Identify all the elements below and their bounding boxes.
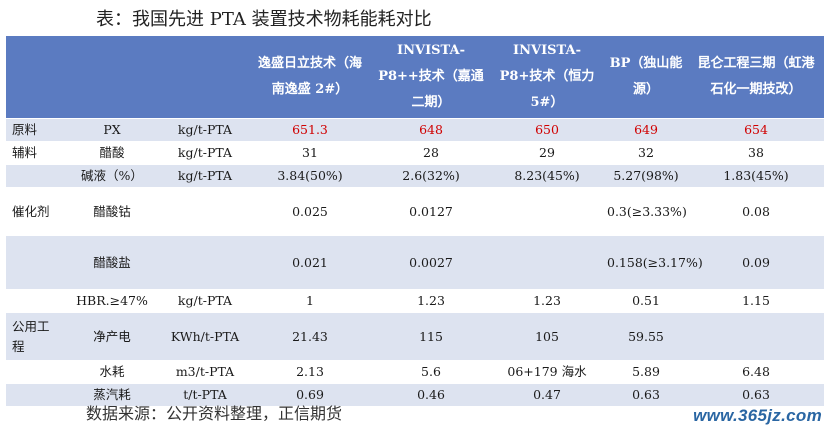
value-cell: 0.63 [688, 383, 824, 407]
table-row: 醋酸盐 0.021 0.0027 0.158(≥3.17%) 0.09 [6, 235, 824, 290]
unit-cell: kg/t-PTA [162, 141, 248, 165]
value-cell: 5.27(98%) [604, 164, 688, 188]
value-cell: 0.158(≥3.17%) [604, 235, 703, 290]
value-cell [688, 312, 824, 361]
value-cell: 0.63 [604, 383, 688, 407]
value-cell: 0.69 [248, 383, 372, 407]
value-cell: 0.0127 [372, 187, 490, 236]
item-cell: 水耗 [62, 360, 162, 384]
category-cell [6, 164, 62, 188]
value-cell: 1.83(45%) [688, 164, 824, 188]
header-cell: BP（独山能源） [604, 36, 688, 119]
value-cell: 59.55 [604, 312, 688, 361]
category-cell: 催化剂 [6, 187, 62, 236]
value-cell: 0.09 [688, 235, 824, 290]
watermark[interactable]: www.365jz.com [693, 406, 822, 425]
comparison-table: 逸盛日立技术（海南逸盛 2#） INVISTA-P8++技术（嘉通二期） INV… [6, 36, 824, 407]
value-cell: 0.025 [248, 187, 372, 236]
item-cell: PX [62, 118, 162, 142]
category-cell [6, 360, 62, 384]
value-cell: 0.47 [490, 383, 604, 407]
value-cell: 651.3 [248, 118, 372, 142]
table-row: 碱液（%） kg/t-PTA 3.84(50%) 2.6(32%) 8.23(4… [6, 164, 824, 188]
value-cell: 648 [372, 118, 490, 142]
header-cell: INVISTA-P8+技术（恒力 5#） [490, 36, 604, 119]
value-cell: 29 [490, 141, 604, 165]
source-note: 数据来源：公开资料整理，正信期货 [86, 404, 343, 423]
value-cell: 1 [248, 289, 372, 313]
value-cell: 0.0027 [372, 235, 490, 290]
category-cell: 原料 [6, 118, 62, 142]
table-row: 蒸汽耗 t/t-PTA 0.69 0.46 0.47 0.63 0.63 [6, 383, 824, 407]
value-cell: 6.48 [688, 360, 824, 384]
value-cell: 0.08 [688, 187, 824, 236]
category-cell [6, 235, 62, 290]
unit-cell: KWh/t-PTA [162, 312, 248, 361]
value-cell: 0.3(≥3.33%) [604, 187, 688, 236]
header-cell [6, 36, 62, 119]
header-row: 逸盛日立技术（海南逸盛 2#） INVISTA-P8++技术（嘉通二期） INV… [6, 36, 824, 119]
value-cell: 1.15 [688, 289, 824, 313]
item-cell: 醋酸盐 [62, 235, 162, 290]
header-cell [162, 36, 248, 119]
value-cell: 28 [372, 141, 490, 165]
table-row: HBR.≥47% kg/t-PTA 1 1.23 1.23 0.51 1.15 [6, 289, 824, 313]
table-row: 辅料 醋酸 kg/t-PTA 31 28 29 32 38 [6, 141, 824, 165]
value-cell: 0.021 [248, 235, 372, 290]
value-cell: 31 [248, 141, 372, 165]
category-cell [6, 289, 62, 313]
value-cell: 32 [604, 141, 688, 165]
item-cell: 蒸汽耗 [62, 383, 162, 407]
value-cell [490, 235, 604, 290]
table-row: 原料 PX kg/t-PTA 651.3 648 650 649 654 [6, 118, 824, 142]
table-row: 催化剂 醋酸钴 0.025 0.0127 0.3(≥3.33%) 0.08 [6, 187, 824, 236]
value-cell: 1.23 [372, 289, 490, 313]
value-cell: 115 [372, 312, 490, 361]
value-cell: 1.23 [490, 289, 604, 313]
unit-cell: kg/t-PTA [162, 118, 248, 142]
unit-cell [162, 187, 248, 236]
header-cell: 昆仑工程三期（虹港石化一期技改） [688, 36, 824, 119]
value-cell: 105 [490, 312, 604, 361]
unit-cell: t/t-PTA [162, 383, 248, 407]
table-row: 公用工程 净产电 KWh/t-PTA 21.43 115 105 59.55 [6, 312, 824, 361]
value-cell: 8.23(45%) [490, 164, 604, 188]
value-cell: 654 [688, 118, 824, 142]
item-cell: 净产电 [62, 312, 162, 361]
item-cell: HBR.≥47% [62, 289, 162, 313]
value-cell: 0.46 [372, 383, 490, 407]
header-cell: 逸盛日立技术（海南逸盛 2#） [248, 36, 372, 119]
value-cell: 38 [688, 141, 824, 165]
unit-cell [162, 235, 248, 290]
item-cell: 碱液（%） [62, 164, 162, 188]
category-cell: 辅料 [6, 141, 62, 165]
value-cell: 5.89 [604, 360, 688, 384]
table-title: 表：我国先进 PTA 装置技术物耗能耗对比 [96, 9, 432, 30]
unit-cell: kg/t-PTA [162, 289, 248, 313]
value-cell: 5.6 [372, 360, 490, 384]
value-cell [490, 187, 604, 236]
item-cell: 醋酸钴 [62, 187, 162, 236]
table-row: 水耗 m3/t-PTA 2.13 5.6 06+179 海水 5.89 6.48 [6, 360, 824, 384]
header-cell [62, 36, 162, 119]
value-cell: 2.13 [248, 360, 372, 384]
unit-cell: kg/t-PTA [162, 164, 248, 188]
value-cell: 0.51 [604, 289, 688, 313]
category-cell [6, 383, 62, 407]
item-cell: 醋酸 [62, 141, 162, 165]
unit-cell: m3/t-PTA [162, 360, 248, 384]
category-cell: 公用工程 [6, 312, 62, 361]
value-cell: 650 [490, 118, 604, 142]
value-cell: 3.84(50%) [248, 164, 372, 188]
value-cell: 2.6(32%) [372, 164, 490, 188]
value-cell: 06+179 海水 [490, 360, 604, 384]
header-cell: INVISTA-P8++技术（嘉通二期） [372, 36, 490, 119]
value-cell: 649 [604, 118, 688, 142]
value-cell: 21.43 [248, 312, 372, 361]
